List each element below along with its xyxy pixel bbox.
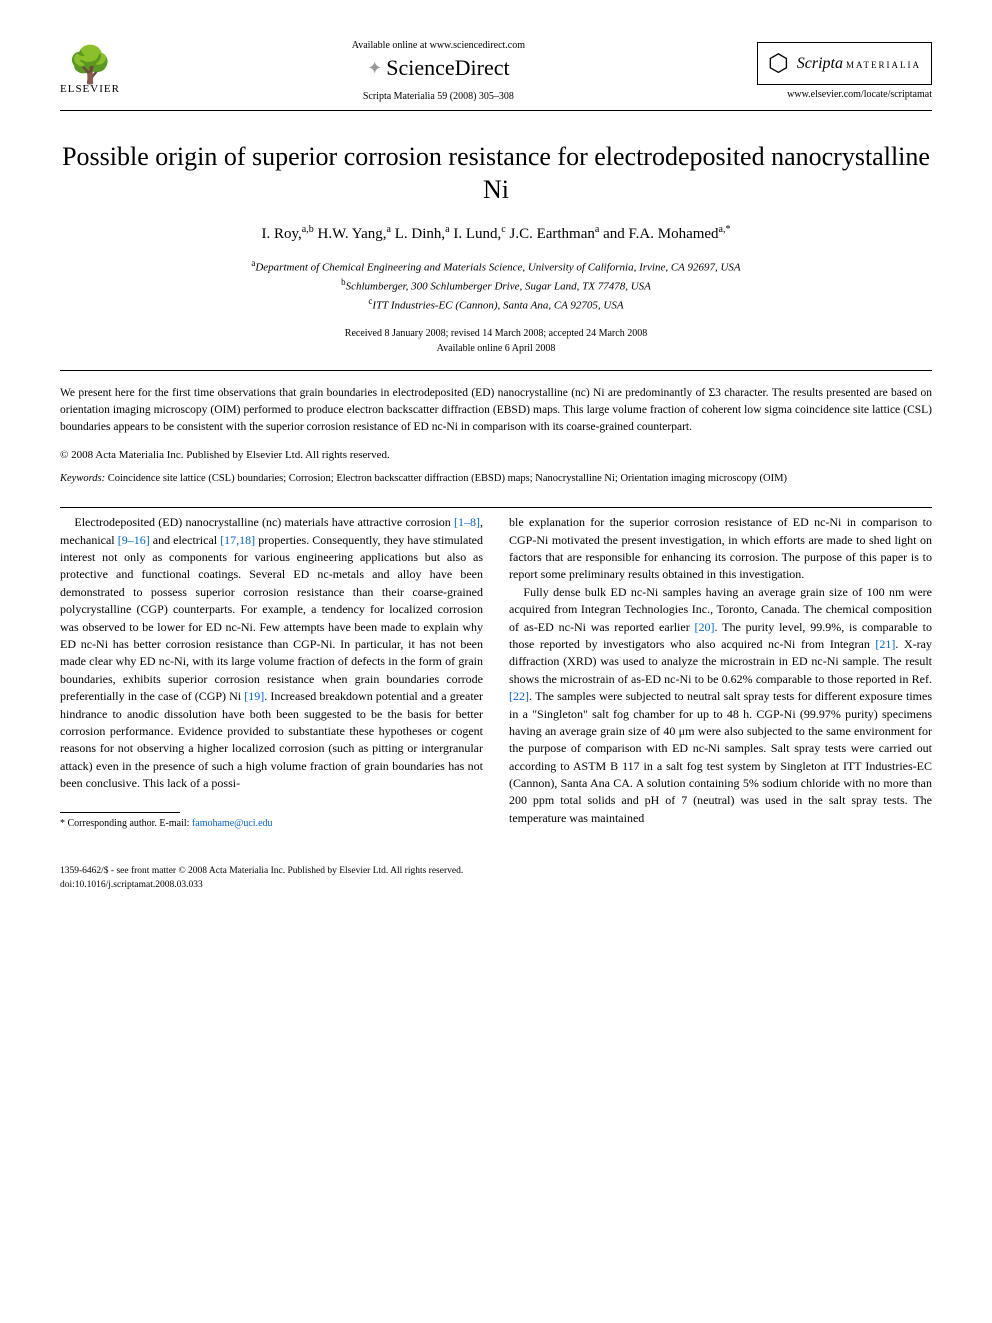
ref-link[interactable]: [22] bbox=[509, 689, 529, 703]
journal-reference: Scripta Materialia 59 (2008) 305–308 bbox=[120, 91, 757, 102]
footer-copyright: 1359-6462/$ - see front matter © 2008 Ac… bbox=[60, 864, 932, 878]
footnote-divider bbox=[60, 812, 180, 813]
available-date: Available online 6 April 2008 bbox=[60, 341, 932, 356]
keywords-divider bbox=[60, 507, 932, 508]
available-online-text: Available online at www.sciencedirect.co… bbox=[120, 40, 757, 51]
affiliation-a: aDepartment of Chemical Engineering and … bbox=[60, 257, 932, 276]
keywords-text: Coincidence site lattice (CSL) boundarie… bbox=[108, 473, 787, 484]
elsevier-logo: 🌳 ELSEVIER bbox=[60, 47, 120, 95]
ref-link[interactable]: [9–16] bbox=[118, 533, 150, 547]
page-footer: 1359-6462/$ - see front matter © 2008 Ac… bbox=[60, 864, 932, 893]
affiliation-c: cITT Industries-EC (Cannon), Santa Ana, … bbox=[60, 295, 932, 314]
body-paragraph: Electrodeposited (ED) nanocrystalline (n… bbox=[60, 514, 483, 792]
body-paragraph: Fully dense bulk ED nc-Ni samples having… bbox=[509, 584, 932, 827]
received-date: Received 8 January 2008; revised 14 Marc… bbox=[60, 326, 932, 341]
authors-list: I. Roy,a,b H.W. Yang,a L. Dinh,a I. Lund… bbox=[60, 224, 932, 243]
journal-logo-container: ⬡ Scripta MATERIALIA www.elsevier.com/lo… bbox=[757, 42, 932, 100]
affiliation-b: bSchlumberger, 300 Schlumberger Drive, S… bbox=[60, 276, 932, 295]
article-dates: Received 8 January 2008; revised 14 Marc… bbox=[60, 326, 932, 356]
ref-link[interactable]: [17,18] bbox=[220, 533, 255, 547]
dates-divider bbox=[60, 370, 932, 371]
keywords-label: Keywords: bbox=[60, 473, 105, 484]
journal-logo-box: ⬡ Scripta MATERIALIA bbox=[757, 42, 932, 85]
body-column-right: ble explanation for the superior corrosi… bbox=[509, 514, 932, 846]
elsevier-label: ELSEVIER bbox=[60, 83, 120, 95]
center-header: Available online at www.sciencedirect.co… bbox=[120, 40, 757, 102]
sciencedirect-logo: ✦ ScienceDirect bbox=[367, 55, 509, 81]
header-divider bbox=[60, 110, 932, 111]
body-column-left: Electrodeposited (ED) nanocrystalline (n… bbox=[60, 514, 483, 846]
abstract-text: We present here for the first time obser… bbox=[60, 385, 932, 435]
keywords-section: Keywords: Coincidence site lattice (CSL)… bbox=[60, 471, 932, 487]
affiliations: aDepartment of Chemical Engineering and … bbox=[60, 257, 932, 314]
sciencedirect-text: ScienceDirect bbox=[386, 55, 509, 81]
journal-molecule-icon: ⬡ bbox=[768, 49, 789, 78]
copyright-text: © 2008 Acta Materialia Inc. Published by… bbox=[60, 449, 932, 461]
ref-link[interactable]: [19] bbox=[244, 689, 264, 703]
sciencedirect-icon: ✦ bbox=[367, 58, 382, 79]
ref-link[interactable]: [1–8] bbox=[454, 515, 480, 529]
footer-doi: doi:10.1016/j.scriptamat.2008.03.033 bbox=[60, 878, 932, 892]
journal-name: Scripta bbox=[797, 55, 843, 72]
email-link[interactable]: famohame@uci.edu bbox=[192, 818, 273, 829]
ref-link[interactable]: [21] bbox=[875, 637, 895, 651]
page-header: 🌳 ELSEVIER Available online at www.scien… bbox=[60, 40, 932, 102]
body-text: Electrodeposited (ED) nanocrystalline (n… bbox=[60, 514, 932, 846]
journal-url: www.elsevier.com/locate/scriptamat bbox=[757, 89, 932, 100]
body-paragraph: ble explanation for the superior corrosi… bbox=[509, 514, 932, 584]
journal-subname: MATERIALIA bbox=[846, 60, 921, 70]
corresponding-author: * Corresponding author. E-mail: famohame… bbox=[60, 817, 483, 832]
ref-link[interactable]: [20] bbox=[695, 620, 715, 634]
article-title: Possible origin of superior corrosion re… bbox=[60, 141, 932, 206]
elsevier-tree-icon: 🌳 bbox=[68, 47, 113, 83]
